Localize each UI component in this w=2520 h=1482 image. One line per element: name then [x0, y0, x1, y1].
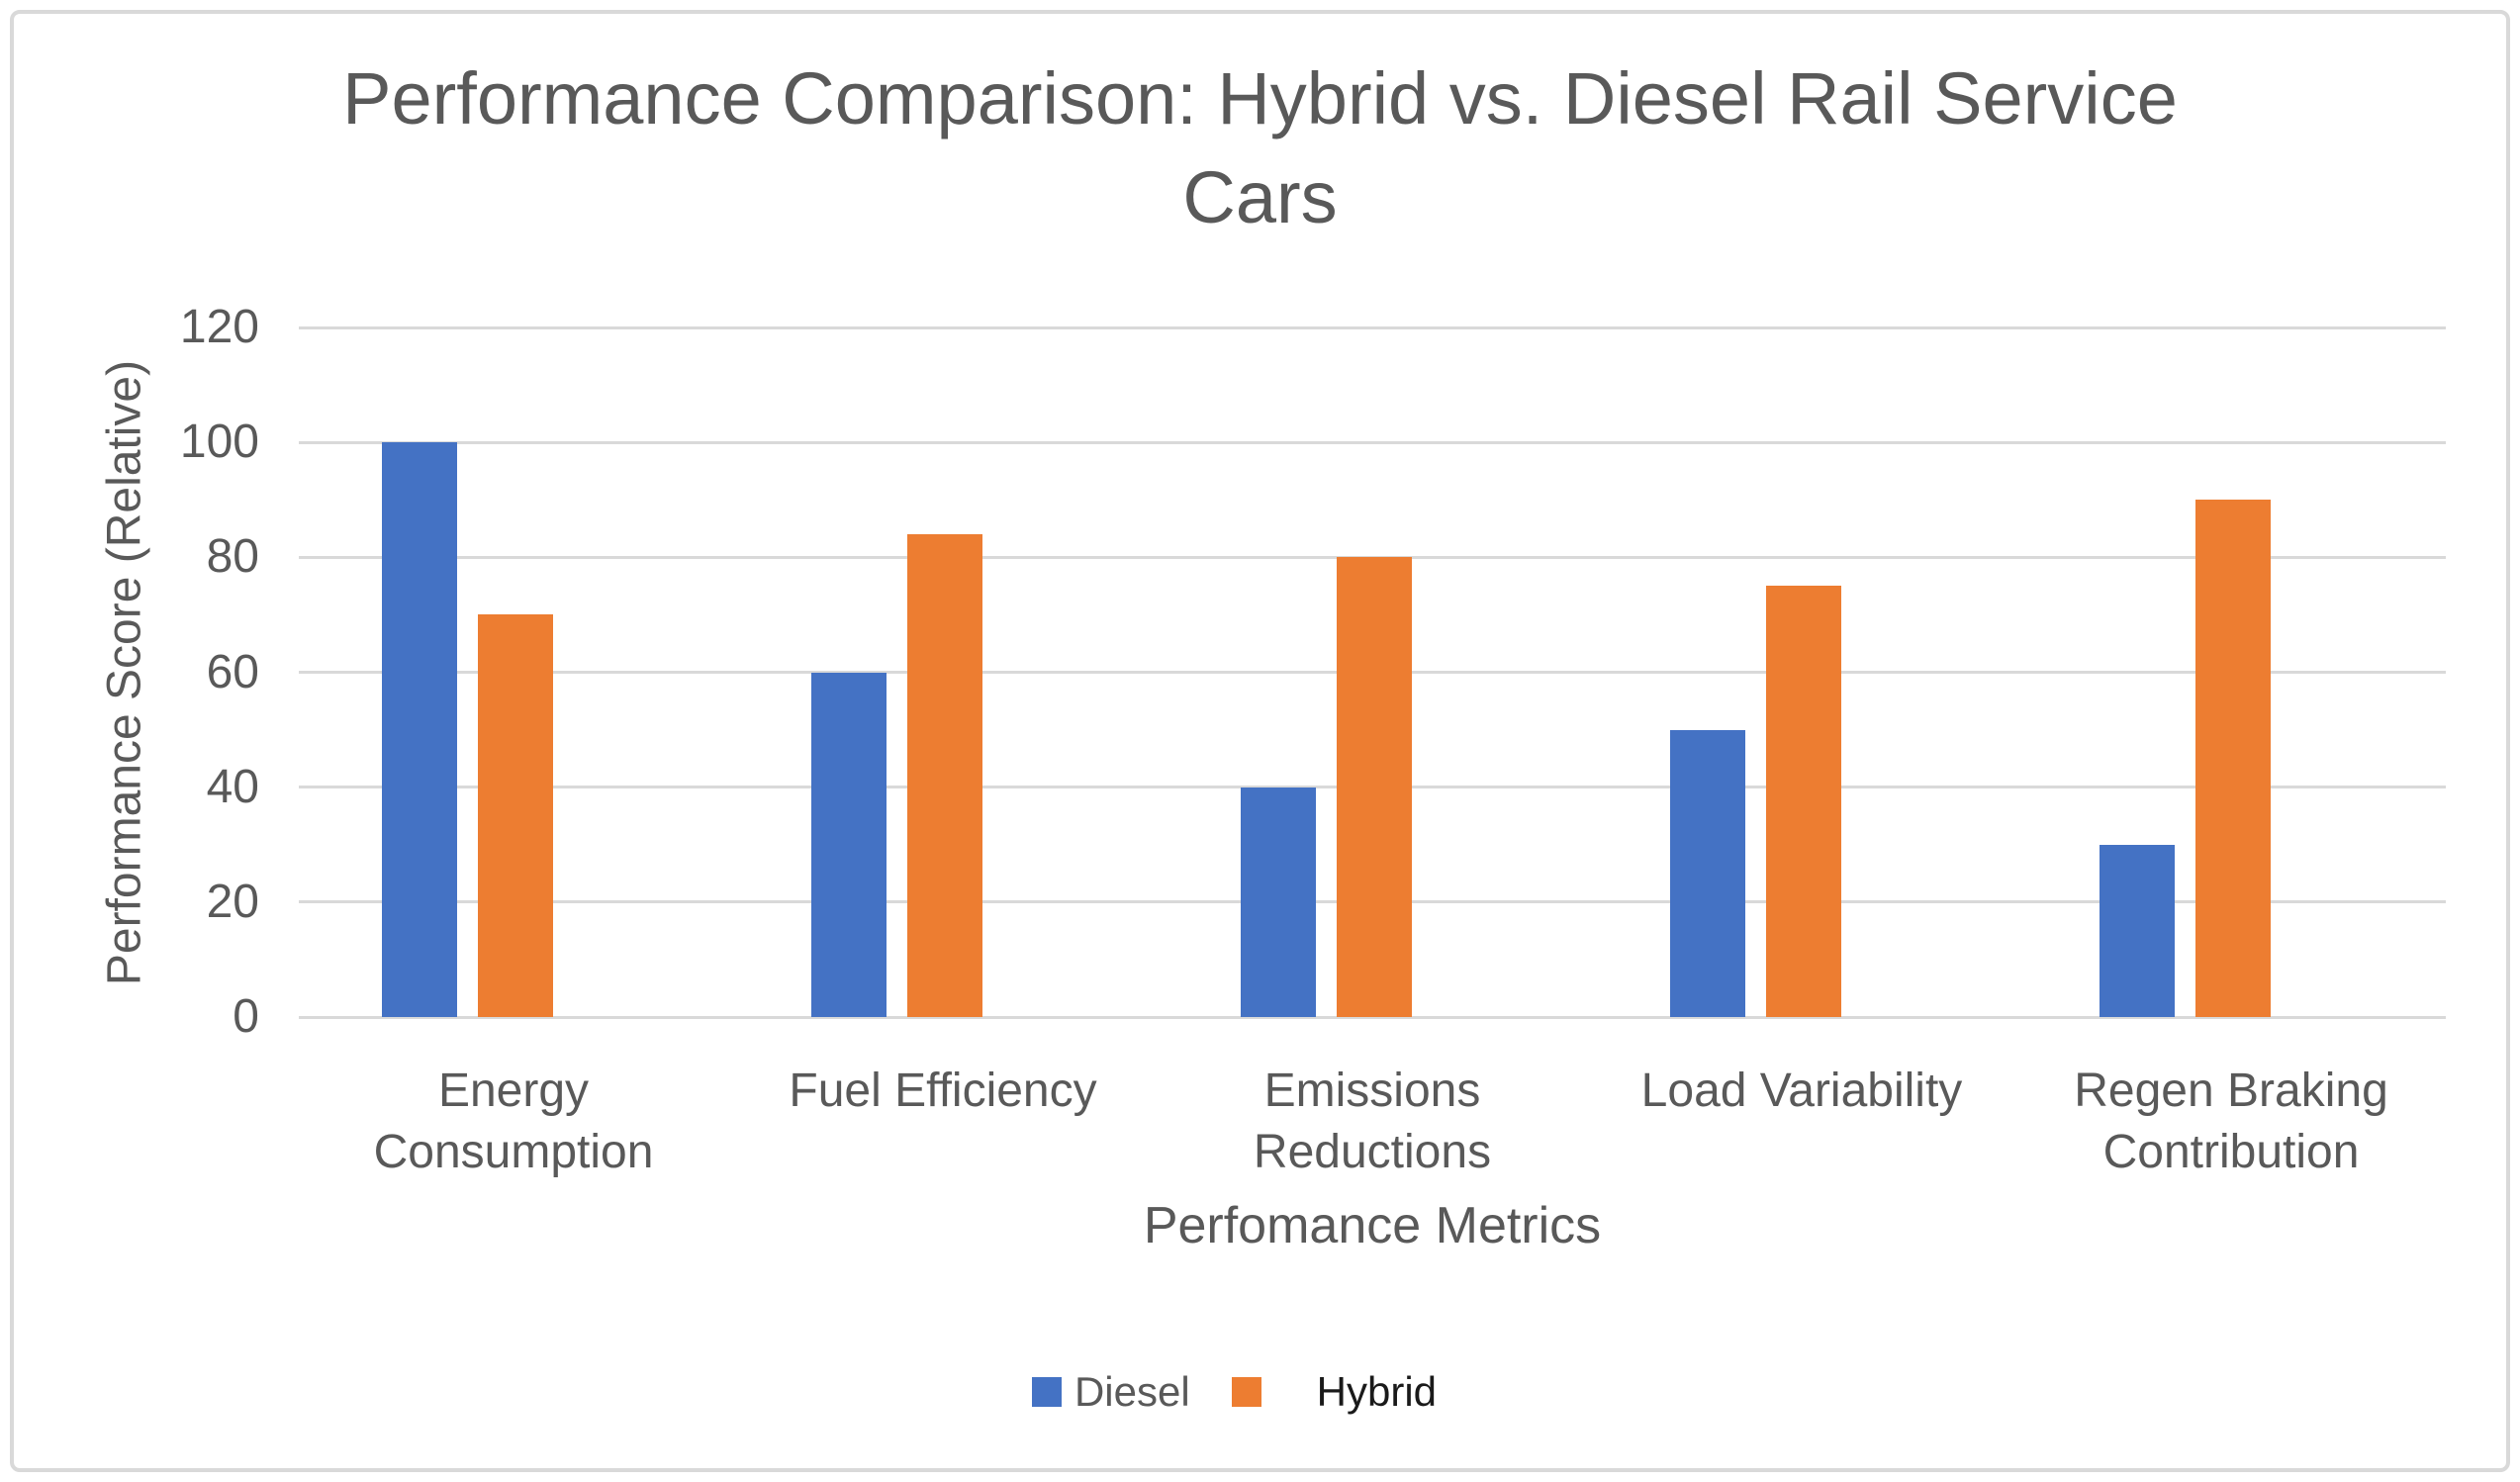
y-tick-label-60: 60: [206, 645, 259, 698]
legend-label-hybrid: Hybrid: [1316, 1368, 1438, 1415]
bar-diesel-regen-braking-contribution: [2100, 844, 2175, 1017]
y-axis-title: Performance Score (Relative): [98, 359, 151, 986]
legend-item-diesel: Diesel: [1031, 1367, 1190, 1417]
legend-swatch-hybrid: [1231, 1377, 1261, 1407]
gridline-120: [299, 325, 2446, 329]
bar-hybrid-energy-consumption: [478, 614, 553, 1017]
category-label-line: Contribution: [2102, 1126, 2360, 1178]
y-tick-label-40: 40: [206, 760, 259, 813]
y-tick-label-0: 0: [233, 990, 259, 1043]
category-label-line: Reductions: [1253, 1126, 1492, 1178]
gridline-100: [299, 440, 2446, 444]
chart-title: Performance Comparison: Hybrid vs. Diese…: [342, 57, 2178, 238]
legend: Diesel Hybrid: [0, 1367, 2494, 1417]
legend-swatch-diesel: [1031, 1377, 1062, 1407]
bar-hybrid-emissions-reductions: [1337, 557, 1412, 1017]
legend-label-diesel: Diesel: [1073, 1368, 1190, 1415]
category-label-regen-braking-contribution: Regen Braking Contribution: [2016, 1061, 2446, 1183]
category-label-line: Regen Braking: [2074, 1065, 2388, 1117]
bar-diesel-energy-consumption: [382, 442, 457, 1017]
gridline-0: [299, 1015, 2446, 1019]
y-tick-label-100: 100: [179, 416, 259, 469]
bar-diesel-load-variability: [1670, 729, 1745, 1017]
category-label-line: Consumption: [373, 1126, 654, 1178]
category-label-line: Energy: [437, 1065, 590, 1117]
category-label-line: Load Variability: [1640, 1065, 1963, 1117]
bar-diesel-fuel-efficiency: [811, 672, 887, 1017]
category-label-fuel-efficiency: Fuel Efficiency: [728, 1061, 1158, 1122]
category-label-energy-consumption: Energy Consumption: [299, 1061, 728, 1183]
bar-hybrid-load-variability: [1766, 586, 1841, 1017]
y-tick-label-20: 20: [206, 875, 259, 928]
y-tick-label-80: 80: [206, 530, 259, 584]
category-label-line: Emissions: [1263, 1065, 1481, 1117]
bar-diesel-emissions-reductions: [1241, 787, 1316, 1017]
gridline-80: [299, 555, 2446, 559]
x-axis-category-labels: Energy Consumption Fuel Efficiency Emission…: [299, 1061, 2446, 1199]
bar-hybrid-regen-braking-contribution: [2195, 500, 2271, 1017]
y-tick-label-120: 120: [179, 301, 259, 353]
category-label-line: Fuel Efficiency: [789, 1065, 1097, 1117]
legend-item-hybrid: Hybrid: [1231, 1367, 1438, 1417]
category-label-load-variability: Load Variability: [1587, 1061, 2016, 1122]
category-label-emissions-reductions: Emissions Reductions: [1158, 1061, 1587, 1183]
plot-area: [299, 325, 2446, 1019]
x-axis-title: Perfomance Metrics: [1143, 1197, 1602, 1254]
bar-hybrid-fuel-efficiency: [907, 534, 982, 1017]
